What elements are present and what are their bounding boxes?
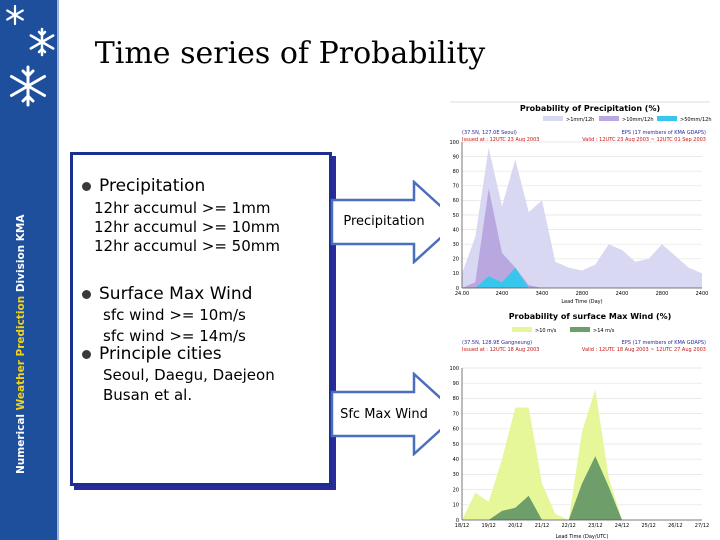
x-tick-label: 23/12 [588,523,602,529]
legend-swatch [599,116,619,121]
y-tick-label: 40 [453,227,459,233]
series-area-1 [462,147,702,288]
bullet-dot-icon [82,289,91,299]
legend-swatch [570,327,590,332]
legend-label: >14 m/s [593,328,615,334]
y-tick-label: 10 [453,503,459,509]
y-tick-label: 30 [453,242,459,248]
legend-label: >50mm/12h [680,117,712,123]
legend-label: >10 m/s [535,328,557,334]
bullet-surface-wind: Surface Max Wind [82,284,252,304]
x-tick-label: 27/12 [695,523,709,529]
x-tick-label: 26/12 [668,523,682,529]
y-tick-label: 100 [449,140,459,146]
bullet-dot-icon [82,181,91,191]
legend-swatch [543,116,563,121]
wind-line: sfc wind >= 10m/s [103,306,246,324]
sidebar: Numerical Weather Prediction Division KM… [0,0,57,540]
precip-line: 12hr accumul >= 50mm [94,237,280,255]
page-title: Time series of Probability [94,36,486,71]
y-tick-label: 70 [453,184,459,190]
bullet-precipitation: Precipitation [82,176,205,196]
y-tick-label: 0 [456,286,459,292]
snowflake-icon [29,27,55,57]
bullet-panel [70,152,332,486]
chart-title: Probability of surface Max Wind (%) [509,312,672,321]
y-tick-label: 100 [449,366,459,372]
x-tick-label: 25/12 [641,523,655,529]
valid-text: Valid : 12UTC 23 Aug 2003 ~ 12UTC 01 Sep… [582,137,706,143]
x-tick-label: 21/12 [535,523,549,529]
y-tick-label: 80 [453,169,459,175]
x-axis-label: Lead Time (Day/UTC) [556,534,609,540]
series-area-1 [462,389,702,520]
precip-line: 12hr accumul >= 10mm [94,218,280,236]
x-axis-label: Lead Time (Day) [561,299,602,305]
x-tick-label: 2400 [616,291,629,297]
y-tick-label: 50 [453,213,459,219]
x-tick-label: 2400 [696,291,709,297]
x-tick-label: 24/12 [615,523,629,529]
y-tick-label: 40 [453,457,459,463]
issued-text: Issued at : 12UTC 18 Aug 2003 [462,347,539,353]
arrow-label-sfc-wind: Sfc Max Wind [340,407,428,422]
legend-swatch [657,116,677,121]
y-tick-label: 90 [453,381,459,387]
y-tick-label: 0 [456,518,459,524]
header-right: EPS (17 members of KMA GDAPS) [622,130,706,136]
arrow-label-precipitation: Precipitation [343,214,425,229]
y-tick-label: 20 [453,257,459,263]
cities-line: Busan et al. [103,386,193,404]
x-tick-label: 3400 [536,291,549,297]
y-tick-label: 70 [453,411,459,417]
x-tick-label: 2800 [576,291,589,297]
x-tick-label: 19/12 [481,523,495,529]
cities-line: Seoul, Daegu, Daejeon [103,366,275,384]
x-tick-label: 24.00 [455,291,469,297]
x-tick-label: 2400 [496,291,509,297]
y-tick-label: 60 [453,198,459,204]
x-tick-label: 2800 [656,291,669,297]
precip-chart: Probability of Precipitation (%) >1mm/12… [440,100,720,305]
arrow-right-icon [330,180,460,264]
issued-text: Issued at : 12UTC 23 Aug 2003 [462,137,539,143]
wind-chart-svg: Probability of surface Max Wind (%) >10 … [449,312,709,540]
x-tick-label: 20/12 [508,523,522,529]
y-tick-label: 10 [453,271,459,277]
y-tick-label: 20 [453,487,459,493]
arrow-right-icon [330,372,460,456]
y-tick-label: 30 [453,472,459,478]
y-tick-label: 90 [453,154,459,160]
legend-label: >10mm/12h [622,117,654,123]
y-tick-label: 50 [453,442,459,448]
precip-chart-svg: Probability of Precipitation (%) >1mm/12… [449,101,712,305]
series-area-2 [462,456,702,520]
x-tick-label: 22/12 [561,523,575,529]
bullet-principle-cities: Principle cities [82,344,222,364]
wind-line: sfc wind >= 14m/s [103,327,246,345]
legend-swatch [512,327,532,332]
y-tick-label: 80 [453,396,459,402]
x-tick-label: 18/12 [455,523,469,529]
sidebar-divider [57,0,59,540]
legend-label: >1mm/12h [566,117,594,123]
header-left: (37.5N, 127.0E Seoul) [462,130,517,136]
header-left: (37.5N, 128.9E Gangneung) [462,340,532,346]
y-tick-label: 60 [453,427,459,433]
side-label: Numerical Weather Prediction Division KM… [15,214,27,474]
header-right: EPS (17 members of KMA GDAPS) [622,340,706,346]
series-area-2 [462,188,702,288]
chart-title: Probability of Precipitation (%) [520,104,660,113]
snowflake-icon [6,4,24,26]
wind-chart: Probability of surface Max Wind (%) >10 … [440,306,720,540]
series-area-3 [462,267,702,288]
bullet-dot-icon [82,349,91,359]
valid-text: Valid : 12UTC 18 Aug 2003 ~ 12UTC 27 Aug… [582,347,706,353]
snowflake-icon [10,65,46,107]
precip-line: 12hr accumul >= 1mm [94,199,271,217]
